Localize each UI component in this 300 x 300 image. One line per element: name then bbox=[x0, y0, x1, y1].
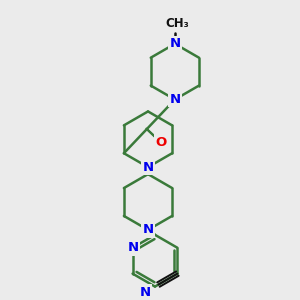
Text: N: N bbox=[140, 286, 151, 298]
Text: N: N bbox=[169, 93, 180, 106]
Text: N: N bbox=[142, 223, 154, 236]
Text: O: O bbox=[155, 136, 166, 148]
Text: N: N bbox=[128, 241, 139, 254]
Text: N: N bbox=[169, 37, 180, 50]
Text: CH₃: CH₃ bbox=[165, 17, 189, 30]
Text: N: N bbox=[142, 161, 154, 174]
